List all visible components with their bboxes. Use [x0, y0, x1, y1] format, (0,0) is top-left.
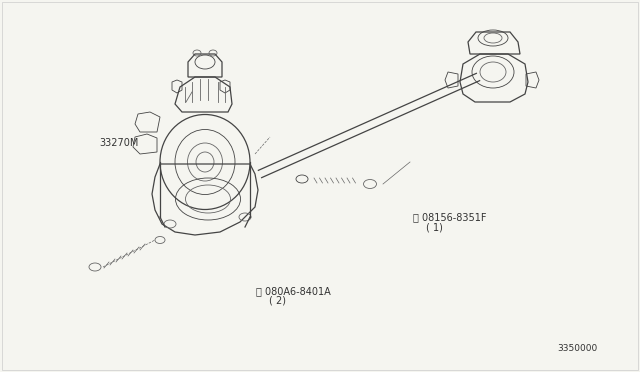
Text: Ⓑ 08156-8351F: Ⓑ 08156-8351F — [413, 213, 486, 222]
Text: Ⓑ 080A6-8401A: Ⓑ 080A6-8401A — [256, 286, 331, 296]
Text: ( 1): ( 1) — [426, 223, 442, 232]
Text: ( 2): ( 2) — [269, 296, 286, 306]
Text: 33270M: 33270M — [99, 138, 139, 148]
Text: 3350000: 3350000 — [557, 344, 597, 353]
